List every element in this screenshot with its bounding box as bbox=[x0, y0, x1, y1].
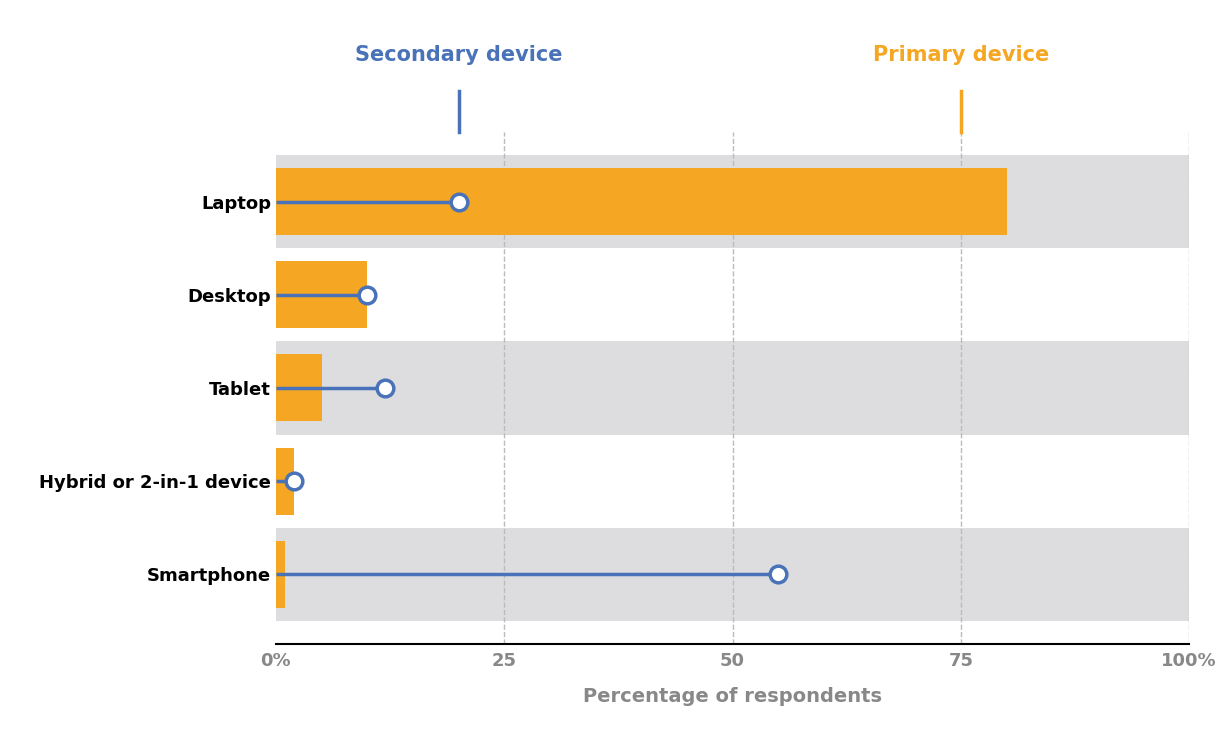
Bar bbox=[276, 354, 321, 422]
Bar bbox=[276, 155, 1189, 248]
Text: Secondary device: Secondary device bbox=[354, 45, 563, 65]
Bar bbox=[276, 261, 368, 329]
Bar bbox=[276, 341, 1189, 435]
Text: Primary device: Primary device bbox=[873, 45, 1049, 65]
X-axis label: Percentage of respondents: Percentage of respondents bbox=[584, 687, 881, 706]
Bar bbox=[276, 447, 294, 515]
Bar bbox=[276, 541, 284, 608]
Bar bbox=[276, 528, 1189, 621]
Bar bbox=[276, 435, 1189, 528]
Bar bbox=[276, 168, 1007, 235]
Bar bbox=[276, 248, 1189, 341]
